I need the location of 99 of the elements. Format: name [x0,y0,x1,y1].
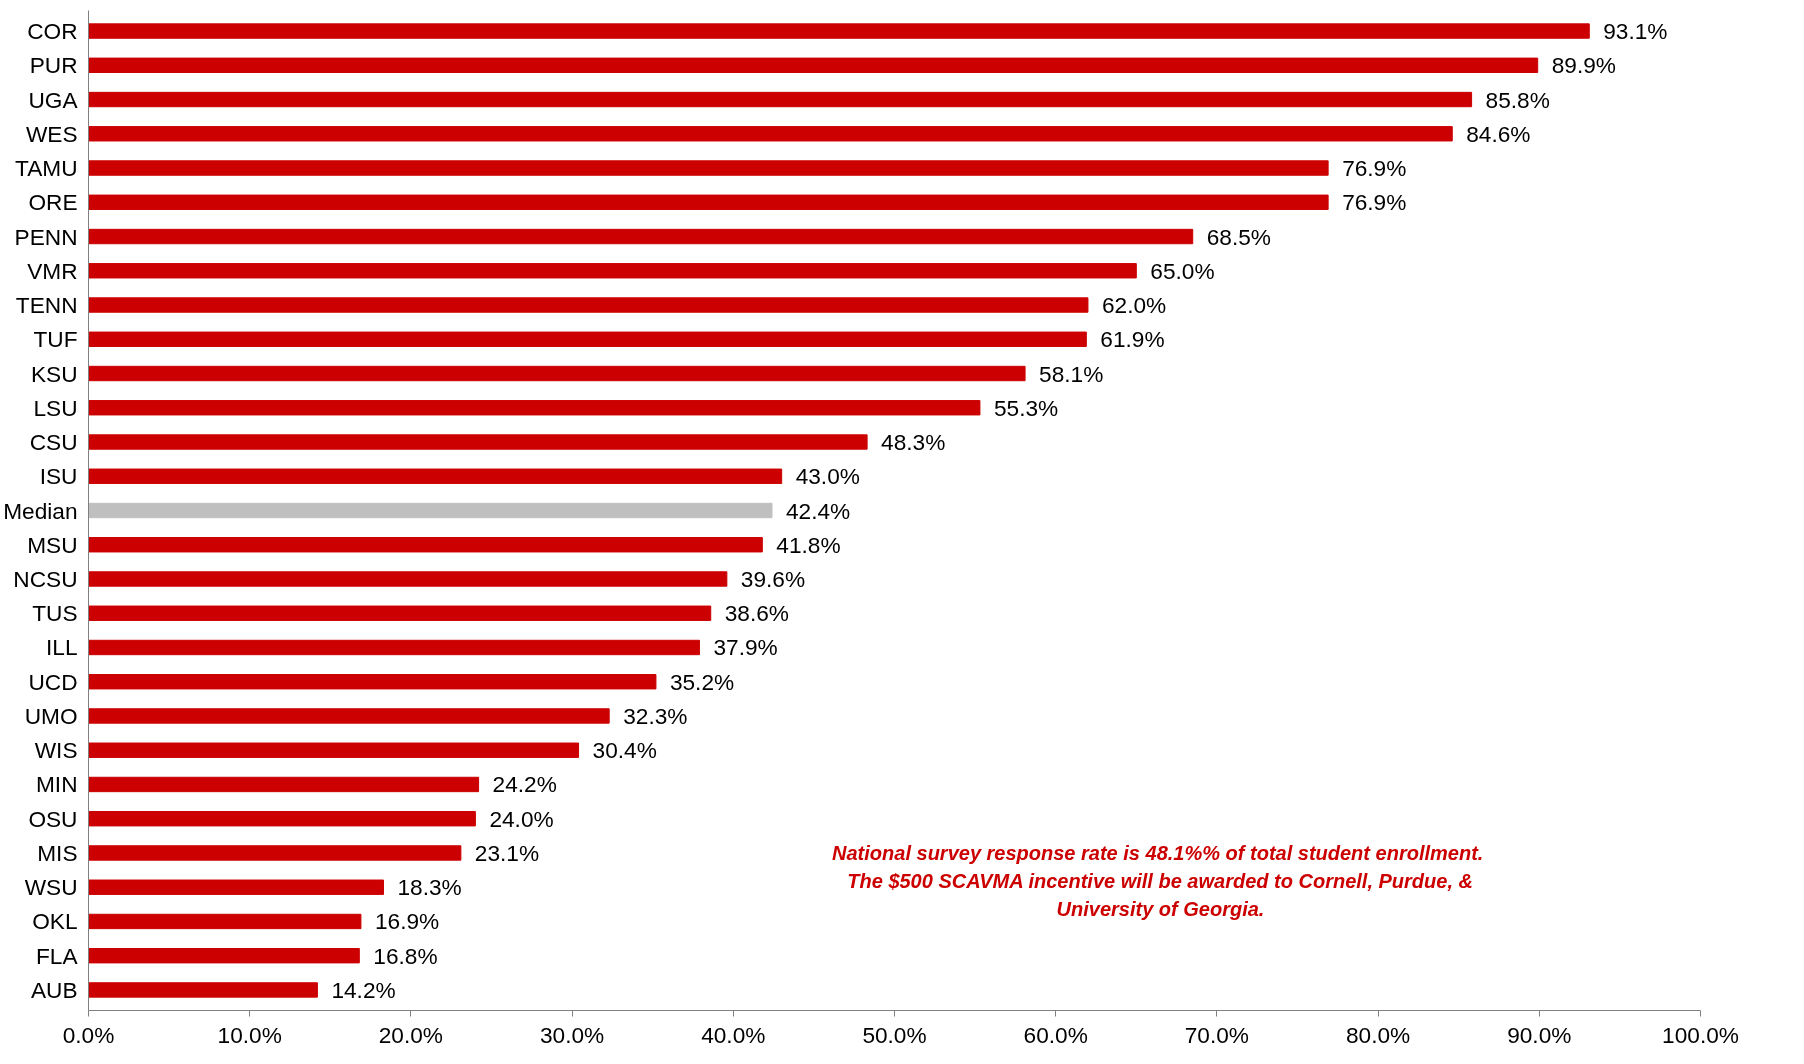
bar [88,811,476,827]
x-tick-label: 80.0% [1345,1021,1411,1048]
bar [88,468,783,484]
bar [88,537,763,553]
y-tick-label: ILL [46,634,78,661]
data-label: 35.2% [669,668,735,695]
data-label: 24.0% [489,805,554,832]
y-tick-label: ISU [39,463,78,490]
x-tick-label: 40.0% [701,1021,766,1048]
data-label: 37.9% [713,634,778,661]
data-label: 43.0% [795,463,860,490]
data-label: 39.6% [740,565,806,592]
annotation: National survey response rate is 48.1%% of total student enrollment. The $500 SCAVMA incentive will be awarded to Cornell, Purdue, & University of Georgia. [832,841,1484,921]
y-tick-label: COR [27,18,78,45]
y-tick-label: MSU [27,531,78,558]
bar [88,434,868,450]
bar [88,228,1194,245]
data-label: 30.4% [592,737,657,764]
y-tick-label: TAMU [15,155,78,182]
y-tick-label: AUB [30,976,78,1003]
x-tick-label: 50.0% [862,1021,927,1048]
bar [88,57,1539,73]
x-tick-label: 90.0% [1507,1021,1572,1048]
data-label: 93.1% [1603,18,1668,45]
bar [88,948,360,964]
bar [88,674,657,690]
data-label: 58.1% [1039,360,1104,387]
x-tick-label: 10.0% [217,1021,282,1048]
bar [88,708,610,724]
bar [88,263,1137,279]
bar [88,91,1473,108]
y-tick-label: LSU [33,394,78,421]
data-label: 68.5% [1206,223,1271,250]
data-label: 85.8% [1485,86,1550,113]
y-tick-label: PENN [14,223,78,250]
y-tick-label: WIS [34,737,78,764]
data-label: 24.2% [492,771,557,798]
bar [88,742,580,758]
y-tick-label: UMO [24,702,78,729]
bar [88,776,480,793]
data-label: 76.9% [1342,189,1407,216]
bar [88,297,1089,313]
x-tick-label: 100.0% [1662,1021,1739,1048]
bar [88,126,1453,142]
y-tick-label: MIN [35,771,78,798]
bar [88,982,318,998]
data-label: 61.9% [1100,326,1165,353]
y-tick-label: TENN [15,292,78,319]
x-tick-label: 30.0% [539,1021,605,1048]
data-label: 16.8% [373,942,438,969]
y-tick-label: VMR [27,257,78,284]
data-label: 65.0% [1150,257,1215,284]
bar [88,879,384,895]
y-tick-label: OSU [28,805,78,832]
bar [88,605,712,621]
y-tick-label: CSU [29,429,78,456]
bar [88,845,462,861]
y-tick-label: ORE [28,189,78,216]
y-tick-label: KSU [30,360,78,387]
y-tick-label: OKL [32,908,78,935]
bar [88,639,700,656]
bar [88,571,728,587]
x-tick-label: 0.0% [62,1021,115,1048]
y-tick-label: WES [25,120,78,147]
bar [88,23,1590,39]
y-tick-label: TUF [33,326,78,353]
x-tick-label: 20.0% [378,1021,444,1048]
data-label: 48.3% [881,429,946,456]
y-tick-label: UGA [28,86,79,113]
y-tick-label: MIS [37,839,78,866]
data-label: 84.6% [1466,120,1531,147]
y-tick-label: Median [3,497,78,524]
bar [88,160,1329,176]
y-tick-label: FLA [35,942,79,969]
data-label: 62.0% [1101,292,1167,319]
data-label: 38.6% [724,600,789,627]
data-label: 32.3% [623,702,688,729]
data-label: 41.8% [776,531,841,558]
x-tick-label: 60.0% [1023,1021,1088,1048]
bar [88,400,981,416]
data-label: 18.3% [397,874,462,901]
data-label: 16.9% [374,908,440,935]
y-tick-label: WSU [24,874,78,901]
y-tick-label: NCSU [13,565,78,592]
x-tick-label: 70.0% [1184,1021,1250,1048]
bar [88,194,1329,210]
data-label: 55.3% [993,394,1059,421]
bar [88,502,773,519]
data-label: 14.2% [331,976,396,1003]
y-tick-label: TUS [32,600,78,627]
y-tick-label: UCD [28,668,78,695]
bar [88,913,362,930]
data-label: 42.4% [785,497,851,524]
bar [88,331,1087,347]
data-label: 76.9% [1342,155,1407,182]
data-label: 23.1% [474,839,540,866]
data-label: 89.9% [1551,52,1616,79]
bar [88,365,1026,382]
y-tick-label: PUR [29,52,78,79]
